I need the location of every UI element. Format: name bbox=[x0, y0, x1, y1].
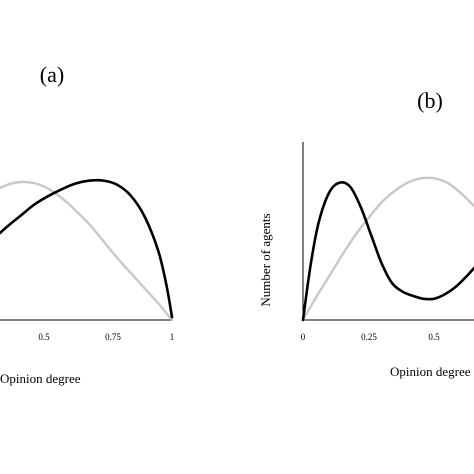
panel-a-tick-2: 1 bbox=[170, 332, 175, 342]
panel-a: (a) 0.5 0.75 1 Opinion degree bbox=[0, 62, 174, 386]
panel-b-tick-0: 0 bbox=[301, 332, 306, 342]
panel-b-y-axis-title: Number of agents bbox=[258, 213, 273, 306]
panel-a-label: (a) bbox=[40, 62, 64, 87]
panel-b: (b) 0 0.25 0.5 Number of agents Opinion … bbox=[258, 88, 474, 379]
panel-b-curves bbox=[301, 176, 474, 322]
panel-a-series-0-line bbox=[0, 180, 174, 322]
panel-a-tick-1: 0.75 bbox=[105, 332, 121, 342]
panel-b-x-axis-title: Opinion degree bbox=[390, 364, 471, 379]
panel-b-series-0-line bbox=[301, 176, 474, 322]
panel-b-label: (b) bbox=[417, 88, 443, 113]
panel-a-tick-0: 0.5 bbox=[38, 332, 50, 342]
panel-a-curves bbox=[0, 178, 174, 322]
panel-b-series-1-line bbox=[301, 180, 474, 322]
panel-b-tick-1: 0.25 bbox=[361, 332, 377, 342]
panel-b-tick-2: 0.5 bbox=[428, 332, 440, 342]
panel-a-series-1-line bbox=[0, 178, 174, 319]
panel-a-x-axis-title: Opinion degree bbox=[0, 371, 81, 386]
